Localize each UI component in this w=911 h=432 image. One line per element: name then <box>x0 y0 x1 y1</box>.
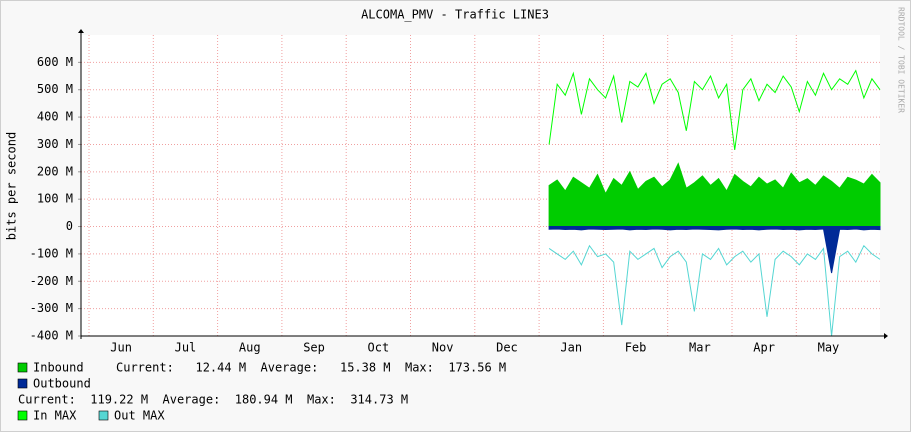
legend-stats: Current: 119.22 M Average: 180.94 M Max:… <box>18 393 408 407</box>
y-tick-label: -200 M <box>30 274 73 288</box>
x-tick-label: Nov <box>432 341 454 355</box>
legend-label: Out MAX <box>114 409 165 423</box>
legend-stats: Current: 12.44 M Average: 15.38 M Max: 1… <box>116 361 506 375</box>
y-tick-label: 0 <box>66 219 73 233</box>
area <box>548 226 881 274</box>
y-tick-label: 400 M <box>37 110 73 124</box>
x-tick-label: Sep <box>303 341 325 355</box>
y-tick-label: 600 M <box>37 55 73 69</box>
x-tick-label: Oct <box>368 341 390 355</box>
legend-swatch <box>98 410 109 421</box>
area <box>548 162 881 228</box>
y-tick-label: 100 M <box>37 192 73 206</box>
line <box>548 244 881 337</box>
x-tick-label: Mar <box>689 341 711 355</box>
x-axis-arrow <box>884 333 888 339</box>
chart-title: ALCOMA_PMV - Traffic LINE3 <box>361 8 549 22</box>
line <box>548 69 881 150</box>
x-tick-label: Jan <box>560 341 582 355</box>
legend-swatch <box>17 410 28 421</box>
y-tick-label: 500 M <box>37 82 73 96</box>
x-tick-label: Aug <box>239 341 261 355</box>
legend-label: In MAX <box>33 409 77 423</box>
y-tick-label: -300 M <box>30 301 73 315</box>
y-axis-label: bits per second <box>5 132 19 240</box>
y-axis-arrow <box>78 29 84 33</box>
legend-swatch <box>17 362 28 373</box>
y-tick-label: 300 M <box>37 137 73 151</box>
legend-label: Inbound <box>33 361 84 375</box>
legend-label: Outbound <box>33 377 91 391</box>
x-tick-label: Dec <box>496 341 518 355</box>
x-tick-label: May <box>818 341 840 355</box>
x-tick-label: Apr <box>753 341 775 355</box>
x-tick-label: Jul <box>175 341 197 355</box>
side-note: RRDTOOL / TOBI OETIKER <box>897 7 906 113</box>
x-tick-label: Feb <box>625 341 647 355</box>
x-tick-label: Jun <box>110 341 132 355</box>
y-tick-label: 200 M <box>37 164 73 178</box>
y-tick-label: -400 M <box>30 329 73 343</box>
y-tick-label: -100 M <box>30 246 73 260</box>
legend-swatch <box>17 378 28 389</box>
